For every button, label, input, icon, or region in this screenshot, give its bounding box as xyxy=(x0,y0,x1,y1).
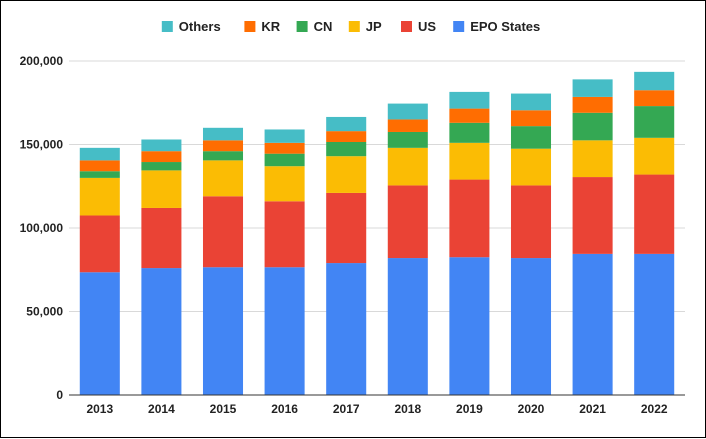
bar-segment xyxy=(264,142,305,154)
bar-segment xyxy=(326,263,367,395)
bar-segment xyxy=(387,185,428,259)
bar-segment xyxy=(326,116,367,132)
legend-swatch xyxy=(244,21,256,32)
x-tick-label: 2022 xyxy=(641,402,668,416)
bar-segment xyxy=(572,96,613,113)
bar-segment xyxy=(326,192,367,264)
bar-segment xyxy=(510,126,552,149)
bar-segment xyxy=(202,140,244,152)
bar-segment xyxy=(387,131,428,148)
bar-segment xyxy=(264,153,305,167)
bar-segment xyxy=(202,196,244,268)
bar-segment xyxy=(326,156,367,193)
legend-swatch xyxy=(348,21,360,32)
bar-segment xyxy=(572,112,613,141)
y-tick-label: 50,000 xyxy=(26,305,63,319)
x-tick-label: 2015 xyxy=(210,402,237,416)
legend-label: Others xyxy=(179,19,221,34)
bar-segment xyxy=(634,71,675,91)
bar-segment xyxy=(387,258,428,395)
bar-segment xyxy=(449,257,490,395)
x-axis-ticks: 2013 2014 2015 2016 2017 2018 2019 2020 2021 2022 xyxy=(86,402,667,416)
bar-segment xyxy=(79,160,120,172)
bar-segment xyxy=(141,170,182,208)
bar-segment xyxy=(449,108,490,123)
bar-segment xyxy=(510,148,552,186)
bar-segment xyxy=(387,147,428,186)
y-tick-label: 0 xyxy=(56,388,63,402)
bar-segment xyxy=(79,272,120,395)
x-tick-label: 2014 xyxy=(148,402,175,416)
legend-swatch xyxy=(401,21,412,32)
bar-segment xyxy=(202,160,244,197)
bar-segment xyxy=(79,215,120,273)
bar-segment xyxy=(141,207,182,269)
bar-segment xyxy=(141,268,182,395)
bar-segment xyxy=(326,131,367,142)
legend-label: US xyxy=(418,19,436,34)
bar-segment xyxy=(387,119,428,132)
bar-segment xyxy=(449,142,490,180)
bar-segment xyxy=(202,127,244,141)
bar-segment xyxy=(79,171,120,178)
bars xyxy=(79,71,675,395)
bar-segment xyxy=(572,177,613,254)
bar-segment xyxy=(572,253,613,395)
bar-segment xyxy=(202,151,244,161)
bar-segment xyxy=(326,141,367,157)
bar-segment xyxy=(264,201,305,268)
bar-segment xyxy=(449,122,490,143)
bar-segment xyxy=(79,177,120,216)
legend-swatch xyxy=(296,21,308,32)
legend: Others KR CN JP US EPO States xyxy=(161,19,540,34)
bar-segment xyxy=(510,185,552,259)
bar-segment xyxy=(264,166,305,202)
bar-segment xyxy=(79,147,120,161)
x-tick-label: 2017 xyxy=(333,402,360,416)
bar-segment xyxy=(202,267,244,395)
bar-segment xyxy=(141,162,182,171)
x-tick-label: 2021 xyxy=(579,402,606,416)
x-tick-label: 2013 xyxy=(86,402,113,416)
bar-segment xyxy=(510,93,552,111)
bar-segment xyxy=(634,174,675,254)
bar-segment xyxy=(264,267,305,395)
legend-swatch xyxy=(453,21,465,32)
legend-label: KR xyxy=(261,19,280,34)
y-axis-ticks: 0 50,000 100,000 150,000 200,000 xyxy=(20,54,64,402)
x-tick-label: 2020 xyxy=(518,402,545,416)
bar-segment xyxy=(572,140,613,178)
bar-segment xyxy=(264,129,305,143)
x-tick-label: 2019 xyxy=(456,402,483,416)
bar-segment xyxy=(634,106,675,138)
bar-segment xyxy=(634,90,675,107)
bar-segment xyxy=(510,258,552,395)
bar-segment xyxy=(141,139,182,152)
y-tick-label: 150,000 xyxy=(20,138,64,152)
bar-segment xyxy=(387,103,428,120)
x-tick-label: 2016 xyxy=(271,402,298,416)
bar-segment xyxy=(634,137,675,175)
bar-segment xyxy=(572,79,613,97)
bar-segment xyxy=(634,253,675,395)
legend-label: EPO States xyxy=(470,19,540,34)
bar-segment xyxy=(449,179,490,258)
legend-label: JP xyxy=(366,19,382,34)
y-tick-label: 100,000 xyxy=(20,221,64,235)
x-tick-label: 2018 xyxy=(394,402,421,416)
bar-segment xyxy=(510,110,552,127)
bar-segment xyxy=(449,91,490,109)
legend-swatch xyxy=(161,21,173,32)
bar-segment xyxy=(141,151,182,163)
legend-label: CN xyxy=(314,19,333,34)
y-tick-label: 200,000 xyxy=(20,54,64,68)
